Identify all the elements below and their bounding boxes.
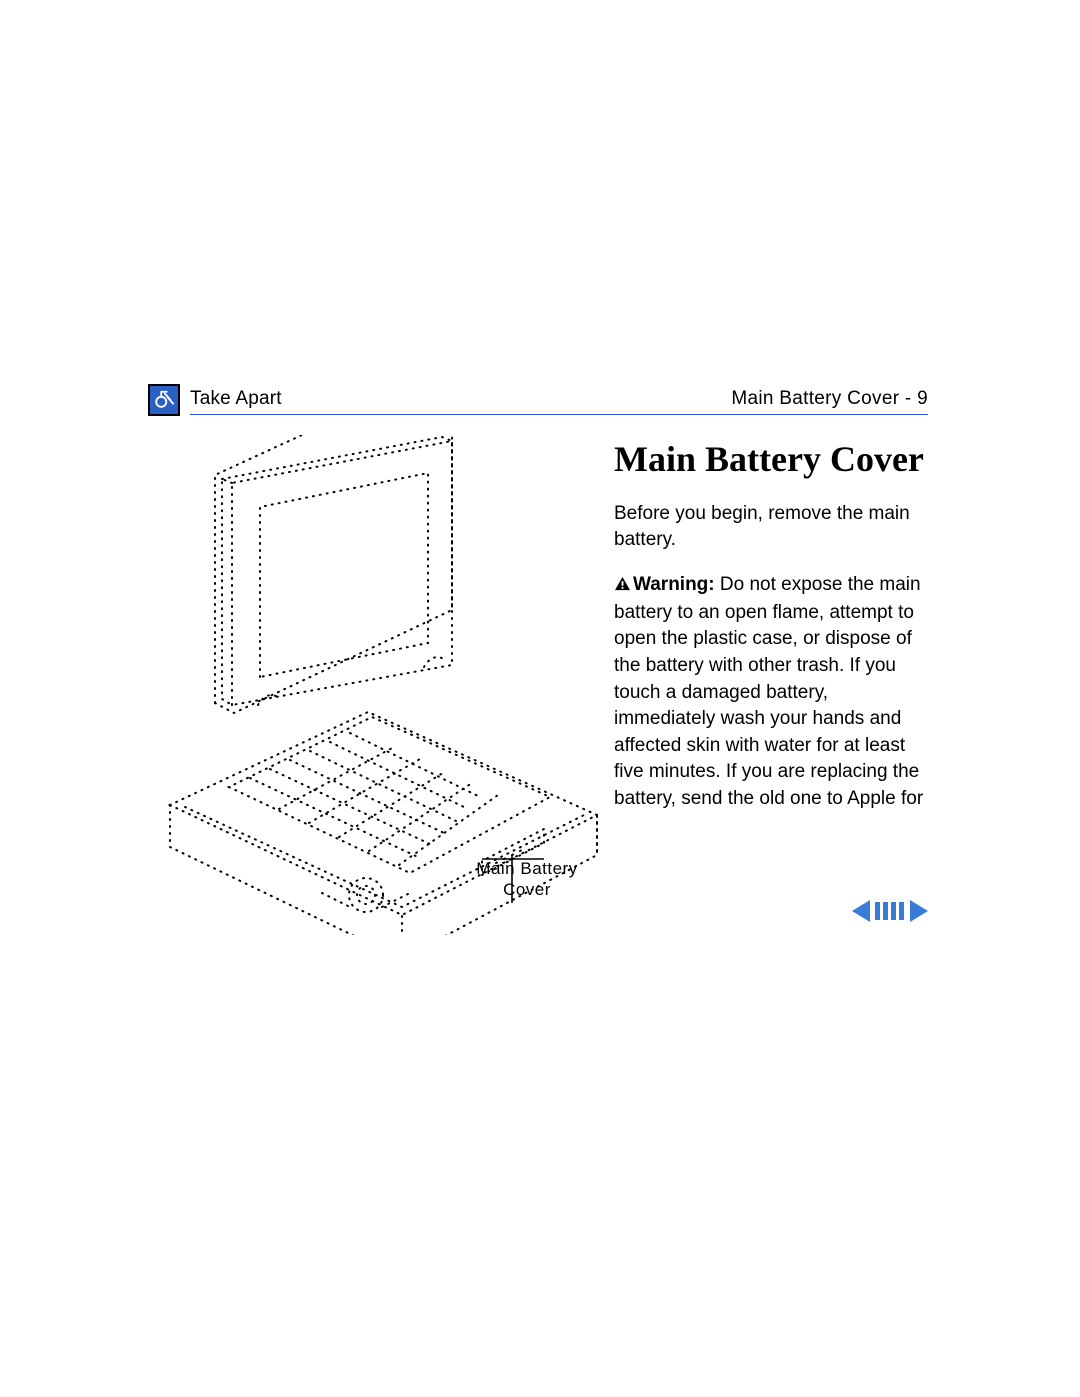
section-icon: [148, 384, 180, 416]
warning-icon: [614, 573, 631, 600]
intro-text: Before you begin, remove the main batter…: [614, 501, 932, 552]
page-nav[interactable]: [852, 898, 928, 924]
diagram-callout: Main Battery Cover: [452, 858, 602, 901]
warning-body: Do not expose the main battery to an ope…: [614, 574, 923, 809]
warning-paragraph: Warning: Do not expose the main battery …: [614, 572, 932, 812]
page-title: Main Battery Cover: [614, 440, 932, 479]
callout-line2: Cover: [503, 880, 551, 899]
warning-label: Warning:: [633, 574, 715, 595]
header-page-label: Main Battery Cover - 9: [731, 388, 928, 410]
header-rule: [190, 414, 928, 415]
header-section: Take Apart: [190, 388, 282, 410]
callout-line1: Main Battery: [476, 859, 577, 878]
